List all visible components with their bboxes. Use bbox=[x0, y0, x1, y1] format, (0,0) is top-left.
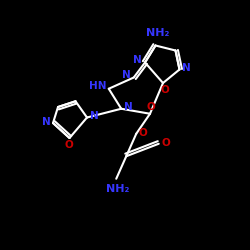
Text: N: N bbox=[90, 111, 98, 121]
Text: NH₂: NH₂ bbox=[106, 184, 129, 194]
Text: O: O bbox=[139, 128, 147, 138]
Text: N: N bbox=[42, 117, 50, 127]
Text: N: N bbox=[122, 70, 131, 80]
Text: HN: HN bbox=[90, 81, 107, 91]
Text: N: N bbox=[124, 102, 132, 112]
Text: O: O bbox=[64, 140, 74, 150]
Text: N: N bbox=[182, 63, 191, 73]
Text: O: O bbox=[160, 86, 169, 96]
Text: O: O bbox=[147, 102, 156, 112]
Text: NH₂: NH₂ bbox=[146, 28, 170, 38]
Text: N: N bbox=[133, 55, 142, 65]
Text: O: O bbox=[162, 138, 170, 147]
